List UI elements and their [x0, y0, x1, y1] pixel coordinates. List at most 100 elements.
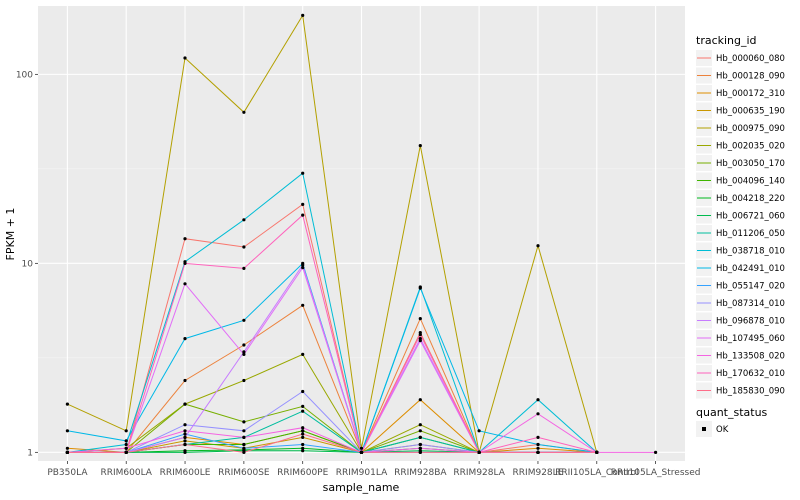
data-point: [242, 266, 246, 270]
data-point: [301, 171, 305, 175]
legend-label: Hb_004096_140: [716, 177, 785, 187]
x-tick-label: RRIM901LA: [336, 468, 388, 478]
data-point: [183, 261, 187, 265]
data-point: [301, 13, 305, 17]
data-point: [242, 245, 246, 249]
data-point: [242, 110, 246, 114]
data-point: [418, 286, 422, 290]
y-axis-title: FPKM + 1: [4, 208, 17, 261]
y-axis: 1 10 100: [16, 70, 38, 458]
data-point: [242, 442, 246, 447]
legend-label: Hb_011206_050: [716, 229, 785, 239]
legend-label: Hb_185830_090: [716, 387, 785, 397]
data-point: [301, 435, 305, 439]
status-legend-title: quant_status: [696, 406, 768, 419]
data-point: [301, 266, 305, 270]
data-point: [242, 350, 246, 354]
data-point: [242, 450, 246, 454]
data-point: [124, 439, 128, 443]
data-point: [418, 446, 422, 450]
data-point: [124, 442, 128, 447]
data-point: [183, 450, 187, 454]
legend-label: Hb_000975_090: [716, 124, 785, 134]
data-point: [183, 439, 187, 443]
data-point: [183, 237, 187, 241]
data-point: [301, 449, 305, 453]
gridlines: [38, 6, 685, 461]
data-point: [477, 429, 481, 433]
data-point: [595, 450, 599, 454]
data-point: [183, 429, 187, 433]
data-point: [65, 450, 69, 454]
data-point: [654, 450, 658, 454]
y-tick-label: 100: [16, 70, 33, 80]
data-point: [536, 450, 540, 454]
legend-label: Hb_000172_310: [716, 89, 785, 99]
data-point: [183, 282, 187, 286]
x-axis-title: sample_name: [323, 481, 400, 494]
data-point: [536, 244, 540, 248]
x-tick-label: RRIM928LE: [513, 468, 564, 478]
data-point: [242, 352, 246, 356]
data-point: [183, 402, 187, 406]
data-point: [242, 420, 246, 424]
data-point: [242, 446, 246, 450]
data-point: [65, 402, 69, 406]
data-point: [301, 303, 305, 307]
data-point: [183, 337, 187, 341]
series-line-Hb_038718_010: [67, 172, 598, 455]
data-point: [536, 446, 540, 450]
legend-label: Hb_000635_190: [716, 107, 785, 117]
data-point: [418, 317, 422, 321]
legend-label: Hb_087314_010: [716, 299, 785, 309]
x-tick-label: RRIM928LA: [453, 468, 505, 478]
legend-label: Hb_055147_020: [716, 282, 785, 292]
data-point: [418, 398, 422, 402]
legend-label: Hb_003050_170: [716, 159, 785, 169]
legend-label: Hb_096878_010: [716, 317, 785, 327]
data-point: [301, 404, 305, 408]
data-point: [242, 378, 246, 383]
data-point: [418, 442, 422, 447]
x-axis: PB350LA RRIM600LA RRIM600LE RRIM600SE RRIM60…: [47, 461, 700, 478]
legend-label: Hb_133508_020: [716, 352, 785, 362]
x-tick-label: RRII105LA_Control: [555, 468, 638, 478]
data-point: [65, 446, 69, 450]
data-point: [242, 343, 246, 347]
legend-label: Hb_170632_010: [716, 369, 785, 379]
data-points: [65, 13, 658, 454]
tracking-id-legend: tracking_id Hb_000060_080 Hb_000128_090 Hb…: [696, 34, 785, 399]
x-tick-label: RRIM928BA: [394, 468, 447, 478]
legend-label: Hb_042491_010: [716, 264, 785, 274]
data-point: [418, 144, 422, 148]
data-point: [65, 429, 69, 433]
data-point: [124, 429, 128, 433]
legend-title: tracking_id: [696, 34, 757, 47]
data-point: [359, 446, 364, 450]
y-tick-label: 1: [27, 448, 33, 458]
x-tick-label: RRIM600SE: [218, 468, 270, 478]
data-point: [359, 450, 364, 454]
status-legend-symbol: [702, 427, 706, 431]
legend-label: Hb_000060_080: [716, 54, 785, 64]
data-point: [418, 429, 422, 433]
data-point: [536, 442, 540, 447]
data-point: [242, 435, 246, 439]
data-point: [183, 378, 187, 383]
legend-label: Hb_038718_010: [716, 247, 785, 257]
legend-label: Hb_000128_090: [716, 72, 785, 82]
data-point: [301, 442, 305, 447]
series-line-Hb_185830_090: [67, 433, 597, 453]
data-point: [301, 446, 305, 450]
data-point: [477, 450, 481, 454]
data-point: [242, 318, 246, 322]
data-point: [242, 218, 246, 222]
data-point: [301, 389, 305, 394]
legend-label: Hb_002035_020: [716, 142, 785, 152]
data-point: [418, 450, 422, 454]
legend-label: Hb_006721_060: [716, 212, 785, 222]
data-point: [418, 435, 422, 439]
series-line-Hb_000975_090: [67, 13, 598, 453]
series-line-Hb_000060_080: [67, 203, 597, 454]
